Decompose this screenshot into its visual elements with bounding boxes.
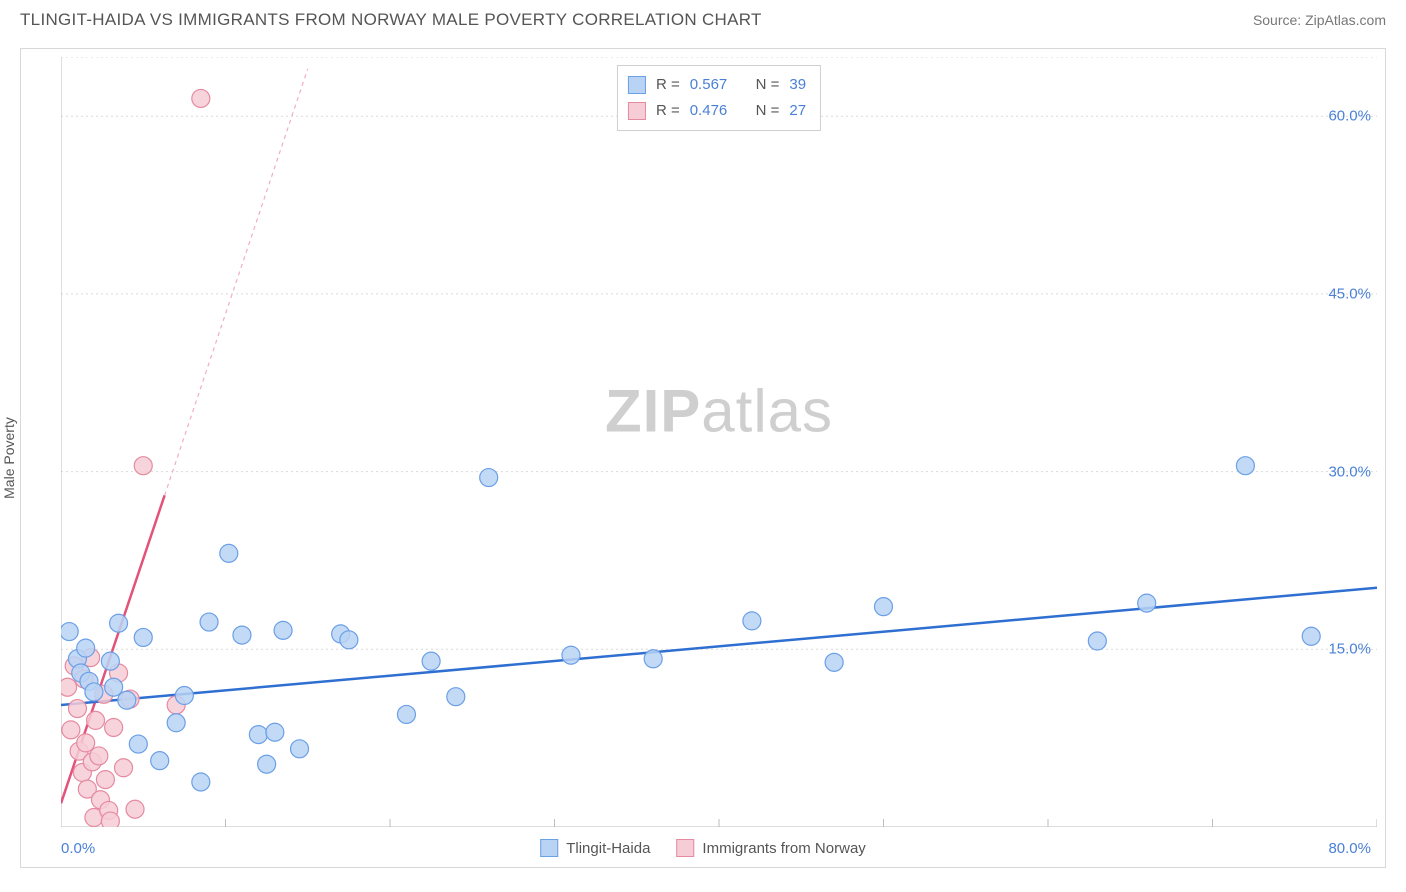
legend-label-2: Immigrants from Norway [702,840,865,857]
chart-title: TLINGIT-HAIDA VS IMMIGRANTS FROM NORWAY … [20,10,762,30]
chart-container: Male Poverty ZIPatlas R = 0.567 N = 39 R… [20,48,1386,868]
x-tick: 80.0% [1328,840,1371,857]
n-value-1: 39 [789,72,806,98]
y-tick: 45.0% [1328,285,1371,302]
y-axis-label: Male Poverty [1,417,17,499]
header: TLINGIT-HAIDA VS IMMIGRANTS FROM NORWAY … [0,0,1406,36]
r-label: R = [656,98,680,124]
swatch-series1 [628,76,646,94]
y-tick: 30.0% [1328,463,1371,480]
swatch-series2-bottom [676,839,694,857]
stats-legend: R = 0.567 N = 39 R = 0.476 N = 27 [617,65,821,131]
swatch-series1-bottom [540,839,558,857]
y-tick: 60.0% [1328,108,1371,125]
source-label: Source: ZipAtlas.com [1253,12,1386,28]
n-label: N = [756,98,780,124]
legend-item-2: Immigrants from Norway [676,839,865,857]
n-value-2: 27 [789,98,806,124]
legend-item-1: Tlingit-Haida [540,839,650,857]
legend-label-1: Tlingit-Haida [566,840,650,857]
r-value-1: 0.567 [690,72,728,98]
r-label: R = [656,72,680,98]
bottom-legend: Tlingit-Haida Immigrants from Norway [540,839,866,857]
swatch-series2 [628,102,646,120]
y-tick: 15.0% [1328,641,1371,658]
chart-svg [61,57,1377,827]
n-label: N = [756,72,780,98]
stats-row-1: R = 0.567 N = 39 [628,72,806,98]
r-value-2: 0.476 [690,98,728,124]
stats-row-2: R = 0.476 N = 27 [628,98,806,124]
plot-area: ZIPatlas R = 0.567 N = 39 R = 0.476 N = … [61,57,1377,827]
x-tick: 0.0% [61,840,95,857]
